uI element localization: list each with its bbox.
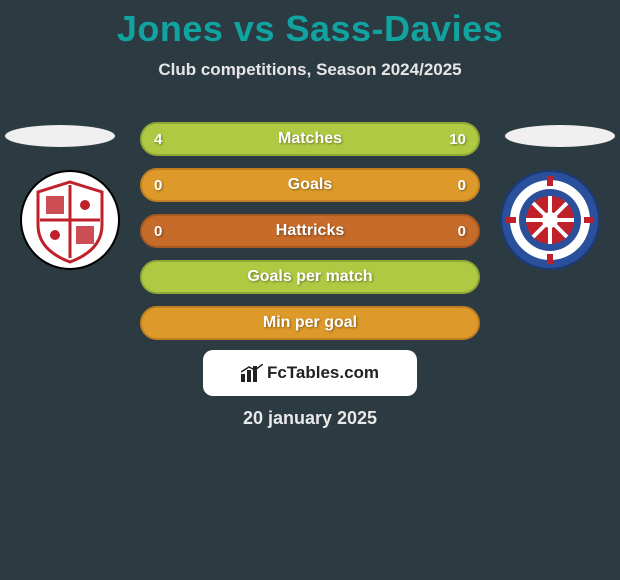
stat-right-value: 0 [458,177,466,194]
stat-right-value: 0 [458,223,466,240]
team-right-crest [500,170,600,270]
shield-icon [20,170,120,270]
page-title: Jones vs Sass-Davies [0,0,620,50]
stats-bars: Matches 4 10 Goals 0 0 Hattricks 0 0 Goals per ma… [140,122,480,340]
page-subtitle: Club competitions, Season 2024/2025 [0,60,620,80]
stat-right-value: 10 [449,131,466,148]
stat-bar: Min per goal [140,306,480,340]
bar-chart-icon [241,364,263,382]
stat-bar-label: Hattricks [276,222,344,240]
stat-left-value: 0 [154,177,162,194]
left-ellipse [5,125,115,147]
stat-bar-label: Goals [288,176,332,194]
stat-left-value: 4 [154,131,162,148]
stat-bar: Matches 4 10 [140,122,480,156]
stat-bar: Goals 0 0 [140,168,480,202]
team-left-crest [20,170,120,270]
wheel-badge-icon [500,170,600,270]
right-ellipse [505,125,615,147]
stat-left-value: 0 [154,223,162,240]
stat-bar-label: Goals per match [247,268,372,286]
fctables-logo: FcTables.com [203,350,417,396]
stat-bar: Hattricks 0 0 [140,214,480,248]
stat-bar: Goals per match [140,260,480,294]
stat-bar-label: Matches [278,130,342,148]
date-text: 20 january 2025 [0,408,620,429]
brand-text: FcTables.com [267,363,379,383]
stat-bar-label: Min per goal [263,314,357,332]
